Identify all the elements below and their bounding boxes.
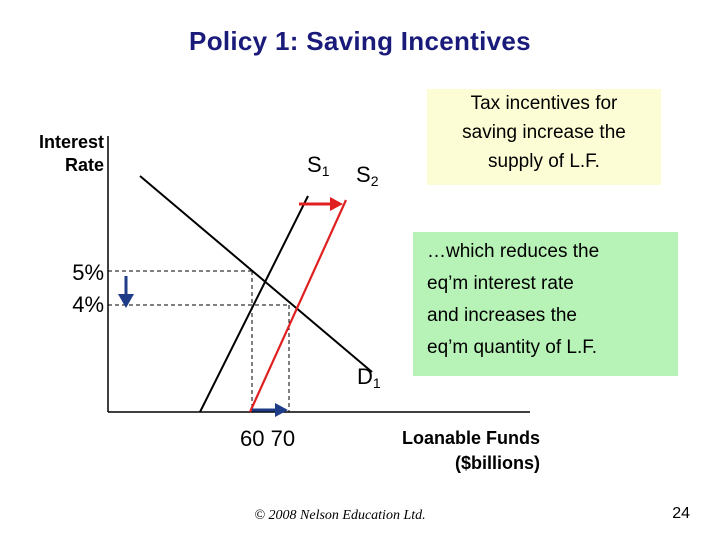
supply-curve-s2 <box>248 199 348 413</box>
rate-low-label: 4% <box>72 292 104 317</box>
note-bottom-line1: …which reduces the <box>427 241 600 262</box>
y-axis-label: Interest Rate <box>20 131 104 177</box>
d1-letter: D <box>357 364 373 389</box>
qty-right-arrowhead <box>275 403 288 417</box>
rate-high-label: 5% <box>72 260 104 285</box>
slide-title: Policy 1: Saving Incentives <box>189 26 531 56</box>
s2-label: S2 <box>356 162 378 189</box>
note-equilibrium-effects: …which reduces the eq’m interest rate an… <box>413 232 678 376</box>
s1-label: S1 <box>307 152 329 179</box>
d1-label: D1 <box>357 364 381 391</box>
y-axis-label-line1: Interest <box>38 132 104 152</box>
note-top-line2: saving increase the <box>462 122 626 143</box>
x-axis-label-line1: Loanable Funds <box>401 428 540 448</box>
page-number: 24 <box>672 505 690 522</box>
supply-shift-arrowhead <box>330 197 343 211</box>
demand-curve-d1 <box>139 175 373 373</box>
note-bottom-line4: eq’m quantity of L.F. <box>427 337 598 358</box>
y-axis-label-line2: Rate <box>64 155 104 175</box>
s2-subscript: 2 <box>370 173 379 189</box>
note-tax-incentives: Tax incentives for saving increase the s… <box>427 89 661 185</box>
note-bottom-line2: eq’m interest rate <box>427 273 574 294</box>
quantity-labels: 60 70 <box>240 426 296 451</box>
note-top-line1: Tax incentives for <box>470 93 618 114</box>
s1-subscript: 1 <box>321 163 330 179</box>
copyright-footer: © 2008 Nelson Education Ltd. <box>254 508 426 523</box>
x-axis-label: Loanable Funds ($billions) <box>340 426 540 476</box>
s1-letter: S <box>307 152 322 177</box>
note-top-line3: supply of L.F. <box>488 151 600 172</box>
supply-curve-s1 <box>199 195 309 413</box>
x-axis-label-line2: ($billions) <box>455 453 540 473</box>
s2-letter: S <box>356 162 371 187</box>
rate-down-arrowhead <box>118 294 134 308</box>
note-bottom-line3: and increases the <box>427 305 577 326</box>
d1-subscript: 1 <box>372 375 381 391</box>
